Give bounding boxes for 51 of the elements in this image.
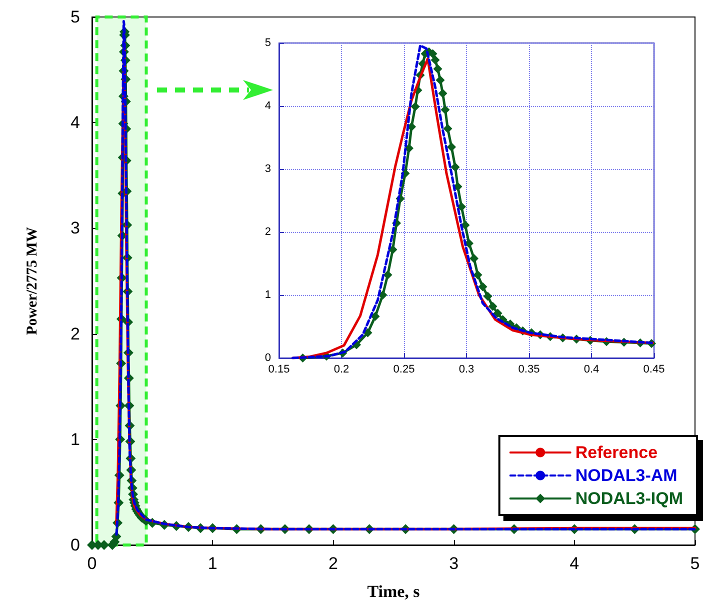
- point: [470, 254, 478, 263]
- point: [443, 124, 452, 134]
- y-tick-label: 1: [70, 430, 80, 449]
- point: [493, 308, 502, 318]
- point: [410, 102, 420, 112]
- x-tick-label: 2: [328, 554, 338, 573]
- point: [430, 56, 440, 65]
- point: [383, 270, 392, 280]
- y-tick-label: 0: [264, 352, 271, 364]
- x-tick-label: 0.2: [334, 364, 350, 376]
- x-axis-title: Time, s: [367, 582, 420, 601]
- point: [404, 144, 414, 153]
- x-tick-label: 0.45: [643, 364, 665, 376]
- point: [438, 88, 448, 98]
- y-tick-label: 3: [70, 218, 80, 238]
- x-tick-label: 0.3: [458, 364, 474, 376]
- x-tick-label: 0.15: [268, 364, 290, 376]
- x-tick-label: 4: [570, 554, 580, 573]
- point: [450, 162, 460, 172]
- x-tick-label: 1: [208, 554, 218, 573]
- y-tick-label: 5: [264, 37, 271, 49]
- y-tick-label: 0: [70, 536, 80, 554]
- y-tick-label: 2: [70, 324, 80, 344]
- x-tick-label: 0.35: [518, 364, 540, 376]
- point: [440, 105, 450, 114]
- y-tick-label: 4: [264, 100, 271, 112]
- point: [433, 64, 442, 74]
- point: [488, 302, 498, 311]
- point: [436, 76, 445, 85]
- point: [370, 312, 380, 321]
- point: [457, 202, 466, 212]
- point: [447, 142, 456, 152]
- y-tick-label: 5: [70, 8, 80, 26]
- x-tick-label: 3: [449, 554, 459, 573]
- x-tick-label: 0: [87, 554, 97, 573]
- point: [473, 270, 482, 280]
- y-axis-title: Power/2775 MW: [24, 227, 40, 335]
- point: [478, 282, 488, 292]
- legend-label: NODAL3-IQM: [575, 489, 684, 508]
- legend-label: NODAL3-AM: [575, 466, 678, 485]
- y-tick-label: 4: [70, 113, 80, 132]
- x-tick-label: 0.4: [584, 364, 600, 376]
- point: [483, 292, 492, 301]
- x-tick-label: 5: [690, 554, 700, 573]
- y-tick-label: 3: [264, 163, 271, 175]
- point: [363, 328, 372, 338]
- x-tick-label: 0.25: [393, 364, 415, 376]
- y-tick-label: 1: [264, 289, 271, 301]
- y-tick-label: 2: [264, 226, 271, 238]
- point: [388, 245, 398, 254]
- legend-label: Reference: [575, 443, 658, 462]
